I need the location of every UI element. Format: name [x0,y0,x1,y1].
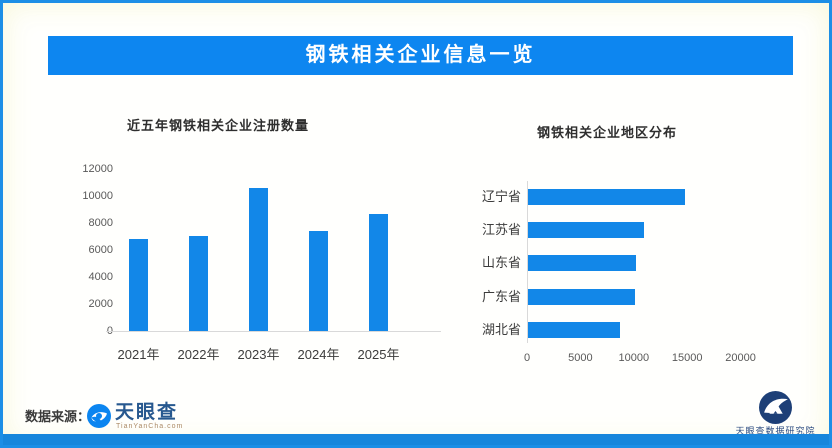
x-label-2023年: 2023年 [237,347,280,362]
bar-2022年 [189,236,208,331]
y-axis-line [527,181,528,343]
y-tick-10000: 10000 [82,190,113,202]
tianyancha-logo-icon [87,404,111,428]
navy-circle-mountain-icon [759,391,792,424]
data-source-label: 数据来源： [25,409,91,424]
bar-2021年 [129,239,148,331]
bar-江苏省 [528,221,644,238]
page-title: 钢铁相关企业信息一览 [305,44,536,66]
tianyancha-wordmark: 天眼查 [115,402,179,423]
bottom-accent-strip [3,434,829,445]
tianyancha-url-text: TianYanCha.com [116,423,184,430]
registrations-chart-title: 近五年钢铁相关企业注册数量 [126,118,309,133]
category-label-辽宁省: 辽宁省 [481,188,521,204]
y-tick-12000: 12000 [82,163,113,175]
x-label-2025年: 2025年 [357,347,400,362]
x-tick-10000: 10000 [618,352,650,364]
x-axis-line [106,331,441,332]
bar-2023年 [249,188,268,331]
x-tick-5000: 5000 [568,352,593,364]
y-tick-2000: 2000 [88,298,113,310]
institute-logo: 天眼查数据研究院 [728,391,823,436]
x-label-2022年: 2022年 [177,347,220,362]
x-label-2024年: 2024年 [297,347,340,362]
bar-广东省 [528,288,635,305]
bar-湖北省 [528,322,620,339]
category-label-湖北省: 湖北省 [481,322,521,338]
bar-山东省 [528,255,636,272]
page-title-banner: 钢铁相关企业信息一览 [48,36,793,75]
category-label-山东省: 山东省 [481,255,521,271]
category-label-江苏省: 江苏省 [481,221,521,237]
institute-name: 天眼查数据研究院 [735,426,816,436]
y-tick-0: 0 [106,325,113,337]
x-label-2021年: 2021年 [117,347,160,362]
x-tick-0: 0 [523,352,531,364]
x-tick-20000: 20000 [725,352,756,364]
y-tick-8000: 8000 [88,217,113,229]
y-tick-6000: 6000 [88,244,113,256]
bar-2025年 [369,214,388,331]
bar-辽宁省 [528,188,685,205]
category-label-广东省: 广东省 [481,288,521,304]
regions-chart-title: 钢铁相关企业地区分布 [536,125,677,140]
y-tick-4000: 4000 [88,271,113,283]
bar-2024年 [309,231,328,331]
x-tick-15000: 15000 [671,352,703,364]
